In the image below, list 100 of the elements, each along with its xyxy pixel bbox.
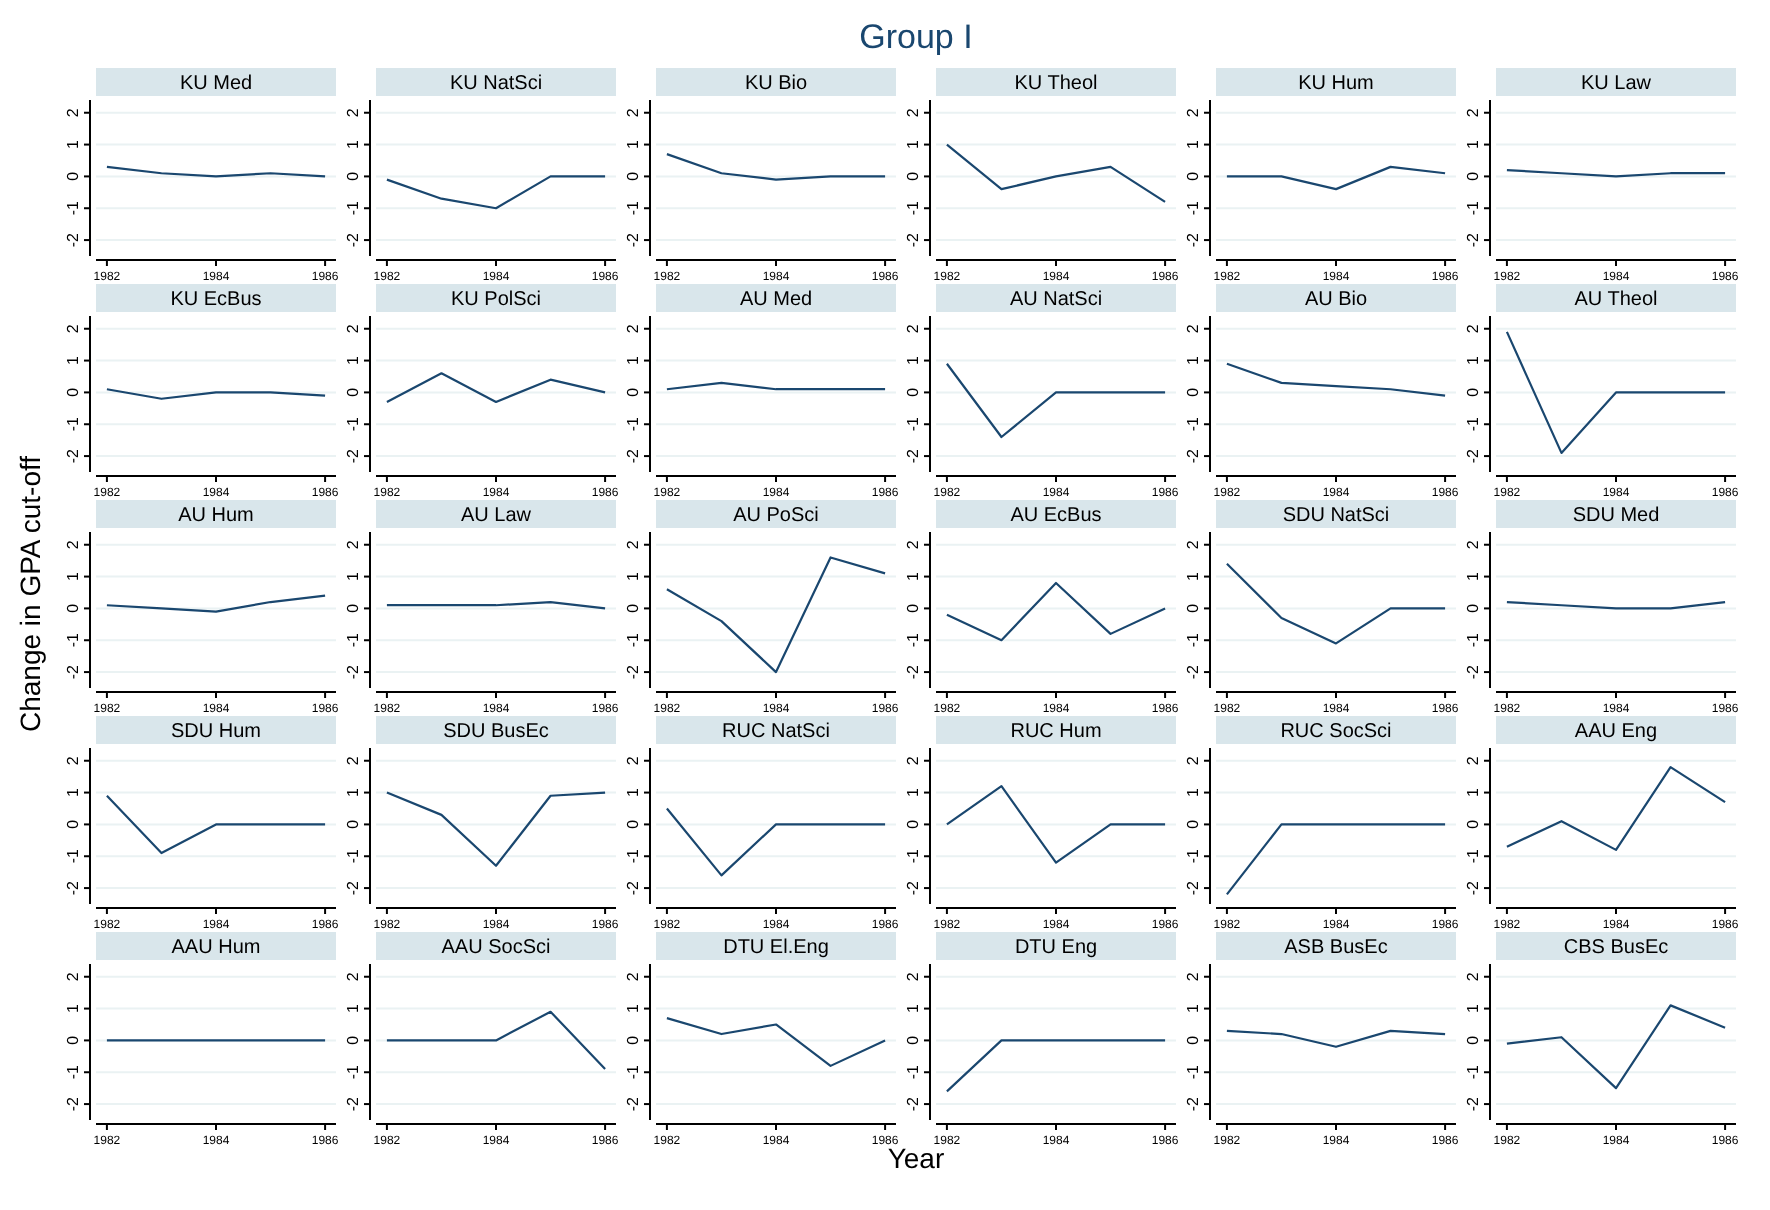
y-tick-label: -1 xyxy=(1184,416,1202,432)
y-tick-label: 2 xyxy=(1464,323,1482,334)
y-tick-label: -2 xyxy=(64,1095,82,1112)
y-tick-label: 0 xyxy=(1464,602,1482,613)
line-series xyxy=(385,372,607,404)
y-tick-label: -2 xyxy=(64,231,82,248)
y-tick-label: -2 xyxy=(1184,1095,1202,1112)
x-axis-title: Year xyxy=(887,1142,945,1174)
y-tick-label: -1 xyxy=(624,1064,642,1080)
y-tick-label: 2 xyxy=(904,755,922,766)
chart-title: KU Law xyxy=(1580,73,1653,95)
line-series xyxy=(1505,766,1727,851)
y-tick-label: 1 xyxy=(344,787,362,798)
text: Group I xyxy=(859,18,973,56)
line-series xyxy=(1225,562,1447,645)
y-tick-label: -1 xyxy=(624,632,642,648)
y-tick-label: 1 xyxy=(904,355,922,366)
y-tick-label: -2 xyxy=(1464,231,1482,248)
y-tick-label: 1 xyxy=(904,787,922,798)
y-tick-label: -1 xyxy=(1464,1064,1482,1080)
chart-title: SDU Med xyxy=(1572,505,1660,527)
y-tick-label: -2 xyxy=(624,231,642,248)
y-tick-label: 2 xyxy=(624,971,642,982)
y-tick-label: 2 xyxy=(904,971,922,982)
y-tick-label: -1 xyxy=(904,848,922,864)
chart-title: RUC NatSci xyxy=(722,721,830,743)
chart-title: RUC SocSci xyxy=(1280,721,1392,743)
y-tick-label: 2 xyxy=(1464,755,1482,766)
y-tick-label: 2 xyxy=(344,539,362,550)
line-series xyxy=(665,153,887,181)
y-tick-label: -2 xyxy=(344,1095,362,1112)
y-tick-label: 0 xyxy=(64,386,82,397)
y-tick-label: 2 xyxy=(1184,755,1202,766)
y-tick-label: 0 xyxy=(624,602,642,613)
y-tick-label: 1 xyxy=(624,571,642,582)
chart-title: SDU Hum xyxy=(170,721,262,743)
y-tick-label: 1 xyxy=(64,1003,82,1014)
y-tick-label: -2 xyxy=(1464,879,1482,896)
y-tick-label: 0 xyxy=(64,170,82,181)
y-tick-label: -1 xyxy=(904,200,922,216)
y-tick-label: -1 xyxy=(904,416,922,432)
y-tick-label: -1 xyxy=(1464,200,1482,216)
y-tick-label: -2 xyxy=(1184,231,1202,248)
y-tick-label: 2 xyxy=(904,107,922,118)
y-tick-label: 1 xyxy=(64,139,82,150)
chart-title: AAU Eng xyxy=(1574,721,1658,743)
y-tick-label: -1 xyxy=(344,1064,362,1080)
y-tick-label: -2 xyxy=(624,1095,642,1112)
chart-title: AU Hum xyxy=(178,505,254,527)
y-tick-label: -1 xyxy=(1464,848,1482,864)
y-tick-label: 2 xyxy=(344,755,362,766)
y-tick-label: 2 xyxy=(1464,539,1482,550)
y-tick-label: 1 xyxy=(624,139,642,150)
y-tick-label: -1 xyxy=(904,632,922,648)
y-tick-label: -1 xyxy=(344,416,362,432)
line-series xyxy=(1225,165,1447,191)
y-tick-label: -2 xyxy=(904,1095,922,1112)
y-tick-label: 1 xyxy=(1464,1003,1482,1014)
chart-title: KU Theol xyxy=(1014,73,1098,95)
y-tick-label: -1 xyxy=(1184,632,1202,648)
chart-title: CBS BusEc xyxy=(1563,937,1669,959)
y-tick-label: -1 xyxy=(1464,632,1482,648)
y-tick-label: 0 xyxy=(1464,386,1482,397)
y-tick-label: 1 xyxy=(624,355,642,366)
line-series xyxy=(385,791,607,867)
y-tick-label: 1 xyxy=(64,787,82,798)
y-tick-label: -1 xyxy=(1464,416,1482,432)
y-tick-label: 2 xyxy=(1464,107,1482,118)
y-tick-label: 1 xyxy=(1464,787,1482,798)
y-tick-label: 2 xyxy=(1184,971,1202,982)
chart-title: AU Bio xyxy=(1304,289,1368,311)
y-tick-label: 1 xyxy=(1464,355,1482,366)
y-tick-label: 0 xyxy=(344,602,362,613)
y-tick-label: 0 xyxy=(344,386,362,397)
chart-title: AAU Hum xyxy=(171,937,261,959)
line-series xyxy=(105,594,327,613)
chart-title: KU PolSci xyxy=(450,289,542,311)
chart-title: AU Law xyxy=(460,505,533,527)
y-tick-label: -2 xyxy=(1184,663,1202,680)
line-series xyxy=(665,556,887,674)
y-tick-label: -1 xyxy=(624,848,642,864)
y-tick-label: 2 xyxy=(344,971,362,982)
y-tick-label: 0 xyxy=(1184,170,1202,181)
y-tick-label: -1 xyxy=(1184,848,1202,864)
chart-title: KU NatSci xyxy=(449,73,543,95)
y-tick-label: 0 xyxy=(1184,1034,1202,1045)
chart-title: DTU Eng xyxy=(1014,937,1098,959)
y-tick-label: 0 xyxy=(1464,170,1482,181)
chart-title: KU Hum xyxy=(1298,73,1374,95)
y-tick-label: 2 xyxy=(64,755,82,766)
chart-title: AU NatSci xyxy=(1009,289,1103,311)
y-tick-label: -2 xyxy=(624,663,642,680)
y-tick-label: -2 xyxy=(344,231,362,248)
y-tick-label: 1 xyxy=(904,1003,922,1014)
y-tick-label: 2 xyxy=(1184,323,1202,334)
y-tick-label: 1 xyxy=(1184,1003,1202,1014)
y-tick-label: 0 xyxy=(1184,386,1202,397)
y-tick-label: 1 xyxy=(1464,139,1482,150)
chart-title: SDU NatSci xyxy=(1282,505,1390,527)
y-tick-label: 2 xyxy=(624,323,642,334)
